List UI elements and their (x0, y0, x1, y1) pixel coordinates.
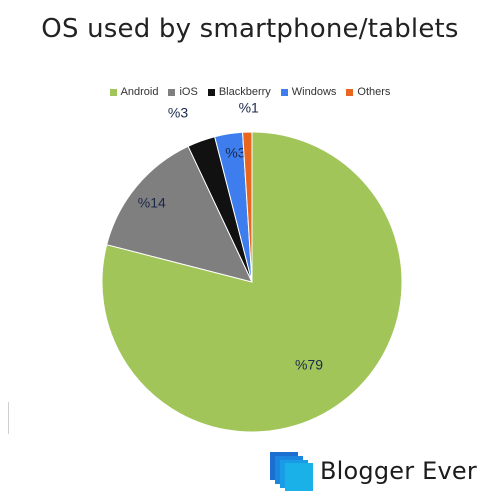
legend-swatch-blackberry (207, 88, 215, 96)
legend-label-ios: iOS (179, 86, 198, 98)
pie-slice-others (242, 131, 253, 283)
blogger-ever-logo: Blogger Ever (270, 450, 477, 492)
legend-item-others: Others (346, 86, 390, 98)
chart-title: OS used by smartphone/tablets (41, 14, 459, 44)
legend-swatch-android (109, 88, 117, 96)
legend-label-android: Android (120, 86, 159, 98)
legend-label-blackberry: Blackberry (218, 86, 271, 98)
pie-slice-ios (106, 145, 253, 283)
data-label-android: %79 (295, 357, 323, 373)
data-label-others: %1 (239, 100, 259, 116)
data-label-ios: %14 (138, 194, 166, 210)
legend-item-android: Android (109, 86, 159, 98)
logo-stacked-squares-icon (270, 450, 316, 492)
legend-item-windows: Windows (280, 86, 337, 98)
legend-swatch-ios (168, 88, 176, 96)
logo-text: Blogger Ever (320, 457, 477, 485)
data-label-blackberry: %3 (168, 105, 188, 121)
legend-label-windows: Windows (291, 86, 337, 98)
legend-swatch-windows (280, 88, 288, 96)
legend-item-blackberry: Blackberry (207, 86, 271, 98)
divider (8, 402, 9, 434)
legend-item-ios: iOS (168, 86, 198, 98)
legend-label-others: Others (357, 86, 391, 98)
chart-legend: Android iOS Blackberry Windows Others (0, 86, 500, 98)
legend-swatch-others (346, 88, 354, 96)
data-label-windows: %3 (225, 145, 245, 161)
